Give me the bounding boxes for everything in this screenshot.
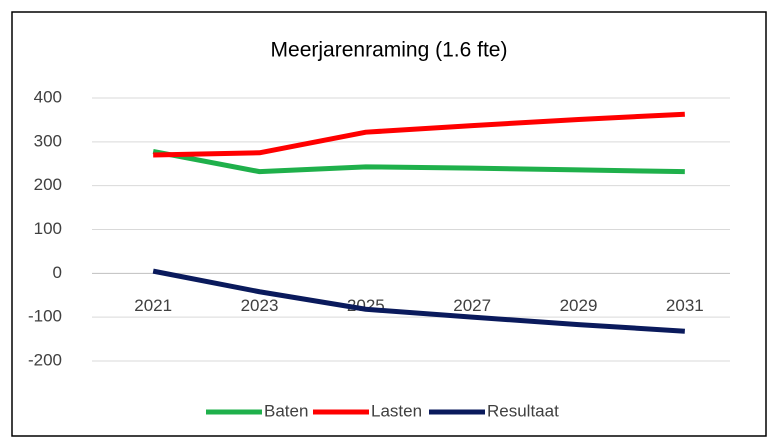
legend-label: Resultaat [487, 401, 559, 420]
x-tick-label: 2023 [241, 296, 279, 315]
chart-frame [11, 11, 767, 437]
legend-label: Lasten [371, 401, 422, 420]
y-tick-label: 100 [34, 219, 62, 238]
x-tick-label: 2031 [666, 296, 704, 315]
y-tick-label: 200 [34, 175, 62, 194]
y-tick-label: -200 [28, 350, 62, 369]
y-tick-label: -100 [28, 307, 62, 326]
chart-title: Meerjarenraming (1.6 fte) [271, 39, 508, 62]
y-tick-label: 400 [34, 87, 62, 106]
x-tick-label: 2021 [134, 296, 172, 315]
legend-label: Baten [264, 401, 308, 420]
x-tick-label: 2027 [453, 296, 491, 315]
series-line [153, 111, 685, 158]
y-tick-label: 0 [53, 263, 62, 282]
x-tick-label: 2029 [560, 296, 598, 315]
series-line [152, 149, 685, 175]
series-line [152, 268, 685, 334]
y-tick-label: 300 [34, 131, 62, 150]
